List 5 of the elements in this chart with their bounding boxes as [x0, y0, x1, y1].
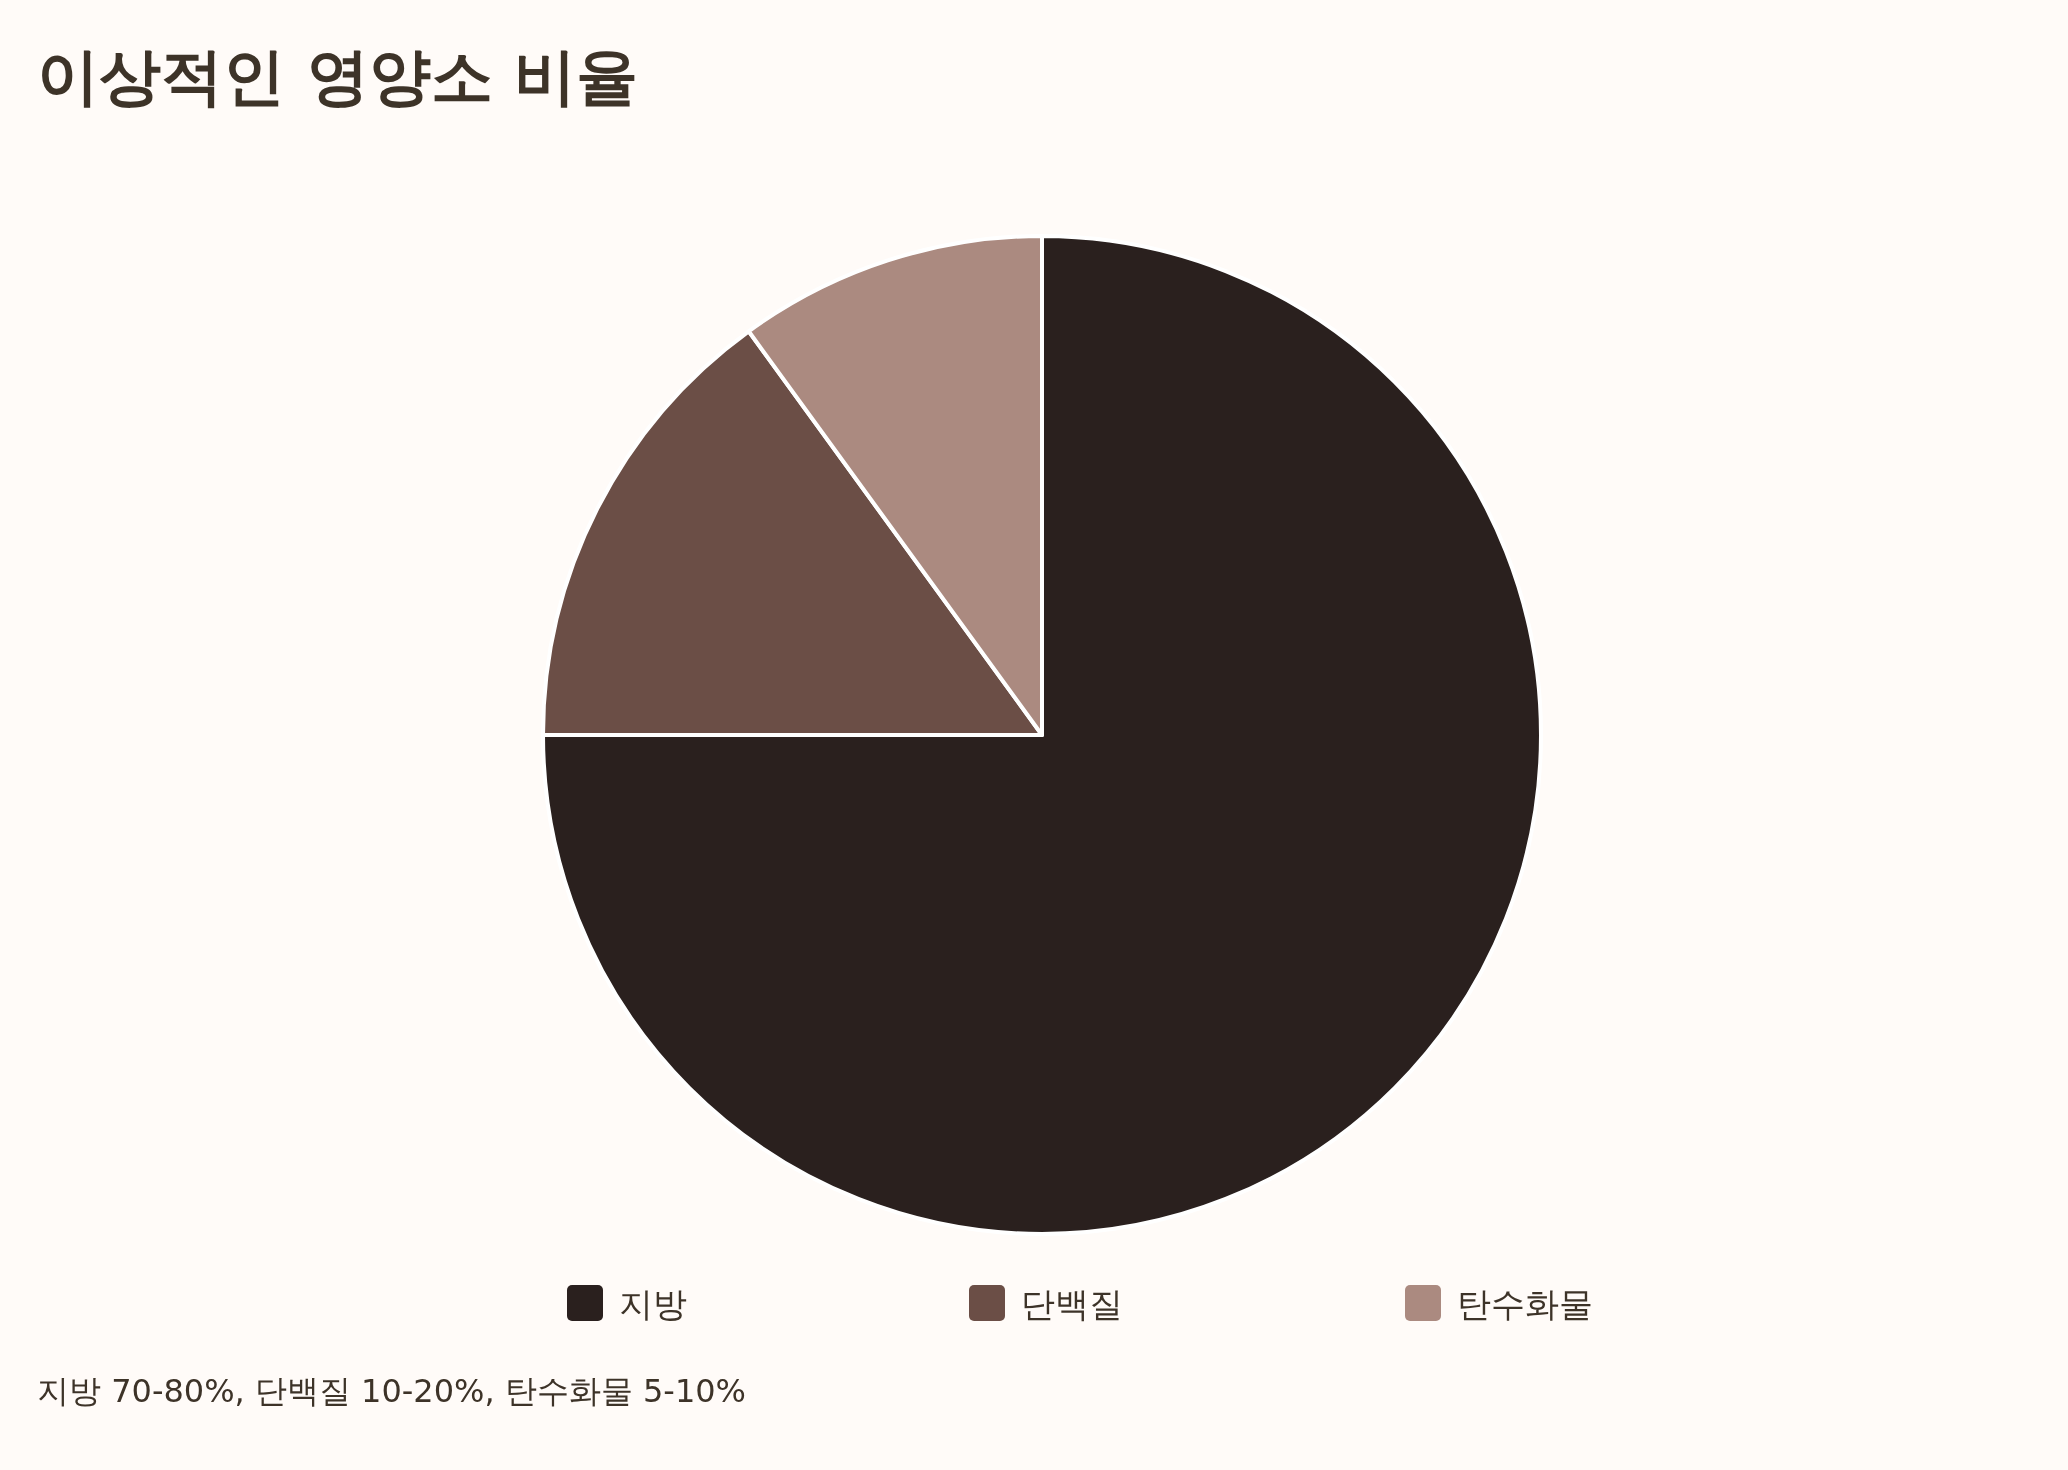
legend-label: 단백질 [1021, 1284, 1123, 1324]
chart-title: 이상적인 영양소 비율 [37, 40, 639, 113]
legend-label: 지방 [619, 1284, 687, 1324]
text: 지방 70-80%, 단백질 10-20%, 탄수화물 5-10% [37, 1372, 747, 1410]
legend-label: 탄수화물 [1457, 1284, 1593, 1324]
